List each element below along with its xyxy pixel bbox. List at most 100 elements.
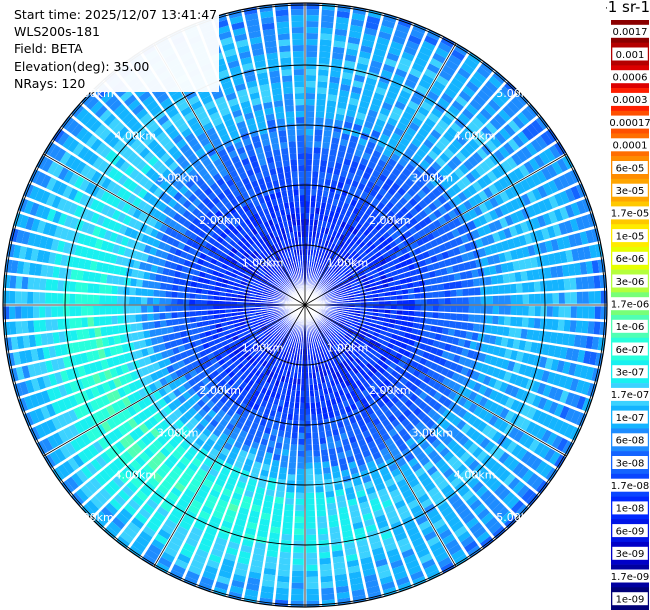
range-gate [16,336,25,349]
range-gate [381,432,391,442]
range-gate [244,419,253,428]
range-gate [229,431,239,441]
range-gate [275,292,282,296]
range-gate [289,201,295,209]
range-gate [286,123,295,130]
range-gate [157,360,166,369]
range-gate [46,419,57,433]
range-gate [471,371,481,381]
range-gate [30,348,39,362]
range-gate [576,306,583,319]
range-gate [244,271,252,277]
range-gate [243,305,250,308]
range-gate [137,399,147,410]
range-gate [468,305,475,314]
range-gate [93,294,100,304]
range-gate [421,525,434,537]
range-gate [15,366,25,381]
range-gate [410,360,419,369]
range-gate [214,581,229,591]
range-gate [559,405,570,420]
range-gate [291,384,297,391]
range-gate [334,344,340,351]
range-gate [193,188,203,197]
range-gate [439,463,451,474]
range-gate [252,344,259,351]
range-gate [260,280,267,285]
range-gate [34,334,43,347]
range-gate [296,219,301,226]
range-gate [143,134,155,146]
range-gate [321,316,327,321]
range-gate [426,338,435,346]
range-gate [273,310,280,314]
range-gate [306,546,317,553]
range-gate [359,550,372,560]
range-gate [306,57,317,64]
range-gate [402,432,412,443]
range-gate [257,349,264,356]
range-gate [227,324,235,330]
range-gate [327,405,333,413]
range-gate [314,347,318,354]
range-gate [192,207,201,217]
range-gate [498,347,507,358]
range-gate [42,375,52,388]
range-gate [247,364,255,372]
range-gate [86,223,96,235]
range-gate [571,348,580,362]
range-gate [39,361,48,375]
range-gate [274,496,284,504]
range-gate [324,394,330,401]
range-gate [183,286,191,293]
range-gate [521,469,534,483]
range-gate [462,411,473,422]
range-gate [108,135,120,148]
range-gate [551,435,563,449]
range-gate [153,220,163,230]
range-gate [474,305,481,314]
range-gate [177,312,184,318]
range-gate [394,499,406,510]
range-gate [172,202,182,212]
range-gate [388,515,400,525]
range-gate [157,435,168,446]
range-gate [323,350,328,358]
range-gate [131,332,139,341]
range-gate [73,421,85,434]
range-gate [183,299,190,305]
range-gate [180,493,193,504]
range-gate [543,399,553,412]
range-gate [214,210,223,219]
range-gate [201,377,210,386]
range-gate [223,442,233,451]
range-gate [298,360,302,367]
range-gate [66,476,79,491]
range-gate [340,346,347,353]
range-gate [111,183,122,196]
range-gate [343,444,352,452]
range-gate [293,414,299,421]
range-gate [94,327,102,338]
range-gate [345,486,355,495]
range-gate [63,215,74,228]
range-gate [514,375,524,387]
range-gate [573,364,583,378]
range-gate [171,449,183,460]
range-gate [305,183,311,190]
range-gate [92,515,106,529]
range-gate [169,340,178,348]
range-gate [74,353,83,365]
range-gate [81,306,88,316]
range-gate [200,266,208,273]
range-gate [478,384,488,395]
range-gate [134,143,146,155]
range-gate [305,171,312,178]
range-gate [126,151,138,164]
range-gate [467,443,479,455]
range-gate [235,261,243,268]
range-gate [521,317,529,328]
range-gate [387,383,396,391]
range-gate [56,357,66,370]
range-gate [543,448,556,462]
